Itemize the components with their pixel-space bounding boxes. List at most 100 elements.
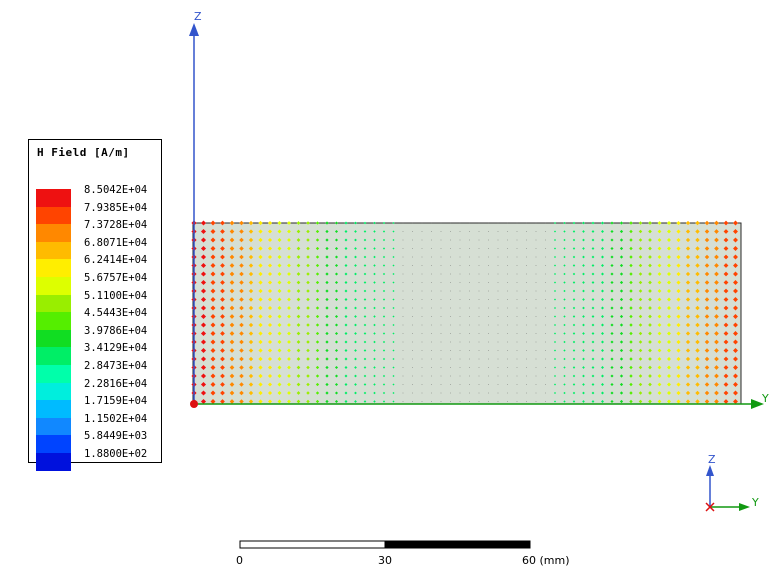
field-marker — [229, 339, 235, 345]
field-marker — [431, 222, 432, 224]
field-marker — [553, 323, 557, 327]
field-marker — [440, 239, 442, 241]
field-marker — [450, 248, 451, 249]
field-marker — [572, 289, 576, 293]
field-marker — [553, 391, 557, 395]
field-marker — [258, 399, 263, 404]
field-marker — [258, 229, 263, 234]
field-marker — [459, 358, 461, 360]
field-marker — [325, 323, 329, 327]
field-marker — [363, 281, 367, 284]
field-marker — [657, 221, 662, 225]
field-marker — [733, 356, 738, 362]
field-marker — [733, 348, 738, 353]
field-marker — [402, 222, 404, 224]
field-marker — [334, 340, 339, 344]
field-marker — [450, 265, 451, 266]
legend-value: 5.6757E+04 — [84, 271, 148, 284]
field-marker — [478, 265, 480, 266]
field-marker — [363, 349, 367, 352]
field-marker — [685, 305, 691, 311]
field-marker — [563, 281, 566, 284]
field-marker — [267, 356, 273, 362]
field-marker — [277, 331, 282, 336]
field-marker — [695, 297, 700, 302]
field-marker — [714, 246, 719, 251]
field-marker — [363, 272, 367, 276]
field-marker — [563, 349, 566, 352]
field-marker — [421, 384, 423, 385]
field-marker — [507, 307, 508, 309]
field-marker — [488, 392, 489, 394]
legend-value: 1.8800E+02 — [84, 447, 148, 460]
field-marker — [488, 375, 489, 377]
field-marker — [685, 297, 691, 302]
field-marker — [572, 391, 576, 395]
field-marker — [229, 271, 235, 277]
field-marker — [629, 306, 633, 310]
legend-swatch — [36, 206, 71, 225]
field-marker — [553, 306, 557, 310]
field-marker — [220, 288, 225, 294]
field-marker — [354, 323, 357, 327]
field-marker — [421, 375, 423, 377]
triad-x-axis-marker — [705, 502, 715, 512]
field-marker — [553, 366, 557, 369]
field-marker — [229, 331, 235, 336]
field-marker — [695, 305, 700, 311]
field-marker — [685, 263, 691, 268]
scale-bar: 0 30 60 (mm) — [236, 540, 570, 567]
field-marker — [563, 272, 566, 276]
field-marker — [220, 399, 225, 404]
field-marker — [421, 248, 423, 249]
legend-value: 2.2816E+04 — [84, 377, 148, 390]
field-marker — [497, 384, 499, 385]
field-marker — [553, 374, 557, 378]
field-marker — [412, 401, 413, 402]
field-marker — [287, 399, 291, 404]
field-marker — [296, 229, 301, 234]
field-marker — [248, 322, 254, 328]
field-marker — [258, 297, 263, 302]
field-marker — [258, 322, 263, 328]
field-marker — [488, 290, 489, 292]
field-marker — [210, 322, 216, 328]
field-marker — [714, 220, 719, 226]
scale-bar-label-mid: 30 — [378, 554, 392, 567]
field-marker — [723, 297, 729, 302]
field-marker — [382, 264, 386, 267]
field-marker — [287, 280, 291, 285]
field-marker — [610, 272, 614, 276]
field-marker — [478, 307, 480, 309]
field-marker — [220, 365, 225, 370]
field-marker — [325, 348, 329, 353]
field-marker — [563, 391, 566, 395]
field-marker — [431, 248, 432, 249]
field-marker — [572, 332, 576, 335]
field-marker — [507, 341, 508, 343]
field-marker — [431, 324, 432, 326]
field-marker — [431, 384, 432, 385]
field-marker — [267, 305, 273, 311]
field-marker — [629, 263, 633, 268]
field-marker — [582, 374, 585, 378]
field-marker — [685, 280, 691, 285]
field-marker — [315, 374, 320, 378]
field-marker — [601, 289, 604, 293]
field-marker — [582, 255, 585, 259]
field-marker — [733, 399, 738, 404]
scale-bar-segment-black — [384, 540, 531, 549]
field-marker — [601, 323, 604, 327]
field-marker — [267, 339, 273, 345]
field-marker — [382, 306, 386, 310]
field-marker — [657, 229, 662, 234]
field-marker — [258, 314, 263, 319]
field-marker — [629, 229, 633, 234]
field-marker — [402, 256, 404, 258]
field-marker — [610, 357, 614, 361]
field-marker — [431, 341, 432, 343]
field-marker — [421, 367, 423, 368]
field-marker — [315, 255, 320, 259]
field-marker — [287, 229, 291, 234]
